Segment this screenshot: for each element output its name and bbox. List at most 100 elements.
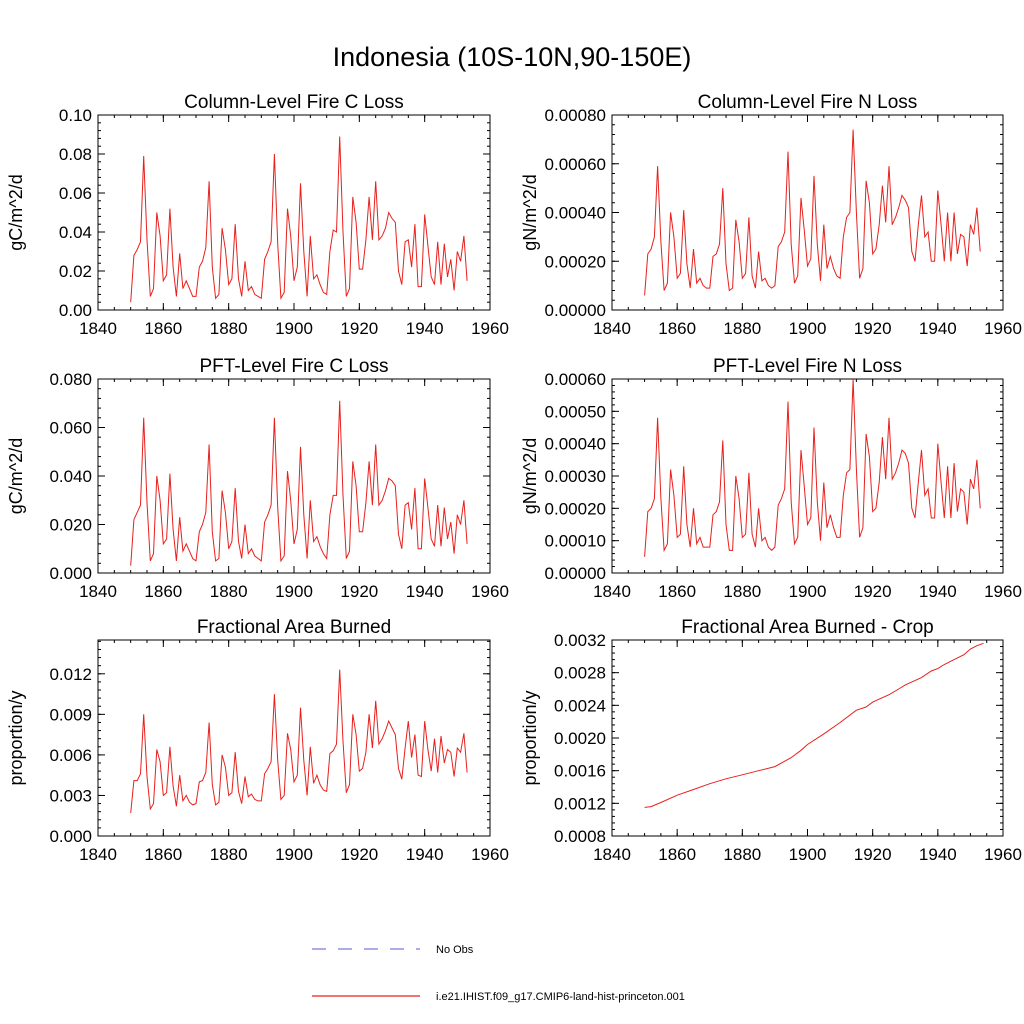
- plot-frame: [97, 639, 491, 837]
- x-tick-label: 1920: [854, 582, 892, 601]
- panel-6: Fractional Area Burned - Crop proportion/…: [520, 617, 1022, 864]
- y-tick-label: 0.0008: [554, 827, 606, 846]
- y-tick-label: 0.0024: [554, 696, 606, 715]
- panel-title: Fractional Area Burned: [197, 617, 391, 638]
- plot-frame: [611, 639, 1004, 837]
- x-tick-label: 1840: [79, 582, 117, 601]
- y-tick-label: 0.02: [59, 262, 92, 281]
- y-tick-label: 0.00060: [545, 155, 606, 174]
- y-tick-label: 0.00040: [545, 204, 606, 223]
- y-tick-label: 0.00020: [545, 252, 606, 271]
- y-tick-label: 0.060: [49, 419, 92, 438]
- y-tick-label: 0.06: [59, 184, 92, 203]
- x-tick-label: 1860: [658, 582, 696, 601]
- x-tick-label: 1880: [210, 845, 248, 864]
- panel-2: Column-Level Fire N Loss gN/m^2/d 0.00000 0…: [520, 92, 1022, 338]
- y-axis-label: gC/m^2/d: [6, 174, 26, 250]
- x-tick-label: 1940: [406, 582, 444, 601]
- x-tick-label: 1840: [79, 319, 117, 338]
- y-tick-label: 0.00040: [545, 435, 606, 454]
- x-tick-label: 1880: [723, 845, 761, 864]
- legend-label-model: i.e21.IHIST.f09_g17.CMIP6-land-hist-prin…: [436, 991, 685, 1003]
- series-line: [130, 136, 468, 303]
- x-tick-label: 1920: [340, 582, 378, 601]
- main-title: Indonesia (10S-10N,90-150E): [333, 42, 692, 72]
- y-tick-label: 0.020: [49, 516, 92, 535]
- panel-title: Fractional Area Burned - Crop: [681, 617, 933, 638]
- x-tick-label: 1860: [658, 319, 696, 338]
- x-tick-label: 1860: [658, 845, 696, 864]
- y-tick-label: 0.08: [59, 145, 92, 164]
- x-tick-label: 1940: [919, 582, 957, 601]
- panel-5: Fractional Area Burned proportion/y 0.000 0…: [6, 617, 509, 864]
- x-tick-label: 1920: [854, 845, 892, 864]
- y-axis-label: gN/m^2/d: [520, 174, 540, 250]
- y-tick-label: 0.000: [49, 827, 92, 846]
- series-line: [644, 642, 984, 808]
- y-tick-label: 0.000: [49, 564, 92, 583]
- panel-title: PFT-Level Fire C Loss: [200, 356, 389, 377]
- y-axis-label: proportion/y: [6, 690, 26, 785]
- panel-1: Column-Level Fire C Loss gC/m^2/d 0.00 0.02…: [6, 92, 509, 338]
- x-tick-label: 1900: [275, 319, 313, 338]
- panel-title: Column-Level Fire N Loss: [698, 92, 918, 113]
- y-tick-label: 0.0012: [554, 794, 606, 813]
- x-tick-label: 1940: [919, 845, 957, 864]
- x-tick-label: 1900: [789, 845, 827, 864]
- x-tick-label: 1840: [593, 582, 631, 601]
- x-tick-label: 1840: [593, 845, 631, 864]
- y-tick-label: 0.00030: [545, 467, 606, 486]
- y-tick-label: 0.00060: [545, 370, 606, 389]
- y-tick-label: 0.00000: [545, 301, 606, 320]
- panel-title: Column-Level Fire C Loss: [184, 92, 404, 113]
- y-tick-label: 0.003: [49, 786, 92, 805]
- legend-label-no-obs: No Obs: [436, 944, 474, 956]
- x-tick-label: 1880: [723, 582, 761, 601]
- y-tick-label: 0.0032: [554, 631, 606, 650]
- y-tick-label: 0.0020: [554, 729, 606, 748]
- y-tick-label: 0.0016: [554, 762, 606, 781]
- x-tick-label: 1880: [210, 319, 248, 338]
- y-tick-label: 0.00000: [545, 564, 606, 583]
- x-tick-label: 1940: [406, 319, 444, 338]
- x-tick-label: 1860: [144, 845, 182, 864]
- y-tick-label: 0.040: [49, 467, 92, 486]
- panel-title: PFT-Level Fire N Loss: [713, 356, 902, 377]
- y-tick-label: 0.00050: [545, 402, 606, 421]
- y-tick-label: 0.00010: [545, 532, 606, 551]
- x-tick-label: 1840: [79, 845, 117, 864]
- y-tick-label: 0.012: [49, 665, 92, 684]
- legend: No Obs i.e21.IHIST.f09_g17.CMIP6-land-hi…: [312, 944, 685, 1003]
- x-tick-label: 1960: [984, 319, 1022, 338]
- y-tick-label: 0.080: [49, 370, 92, 389]
- x-tick-label: 1920: [854, 319, 892, 338]
- panel-3: PFT-Level Fire C Loss gC/m^2/d 0.000 0.020 0…: [6, 356, 509, 601]
- series-line: [130, 400, 468, 566]
- y-tick-label: 0.0028: [554, 664, 606, 683]
- x-tick-label: 1960: [471, 319, 509, 338]
- y-tick-label: 0.10: [59, 106, 92, 125]
- x-tick-label: 1860: [144, 319, 182, 338]
- x-tick-label: 1900: [275, 582, 313, 601]
- y-tick-label: 0.006: [49, 746, 92, 765]
- x-tick-label: 1960: [471, 845, 509, 864]
- y-tick-label: 0.00020: [545, 499, 606, 518]
- x-tick-label: 1880: [723, 319, 761, 338]
- series-line: [644, 378, 981, 557]
- x-tick-label: 1960: [471, 582, 509, 601]
- series-line: [644, 129, 981, 296]
- x-tick-label: 1920: [340, 845, 378, 864]
- series-line: [130, 669, 468, 814]
- x-tick-label: 1880: [210, 582, 248, 601]
- x-tick-label: 1900: [789, 319, 827, 338]
- y-tick-label: 0.04: [59, 223, 92, 242]
- x-tick-label: 1920: [340, 319, 378, 338]
- panels: Column-Level Fire C Loss gC/m^2/d 0.00 0.02…: [6, 92, 1022, 864]
- y-axis-label: gN/m^2/d: [520, 438, 540, 514]
- x-tick-label: 1900: [789, 582, 827, 601]
- x-tick-label: 1900: [275, 845, 313, 864]
- y-axis-label: gC/m^2/d: [6, 438, 26, 514]
- y-tick-label: 0.009: [49, 705, 92, 724]
- x-tick-label: 1860: [144, 582, 182, 601]
